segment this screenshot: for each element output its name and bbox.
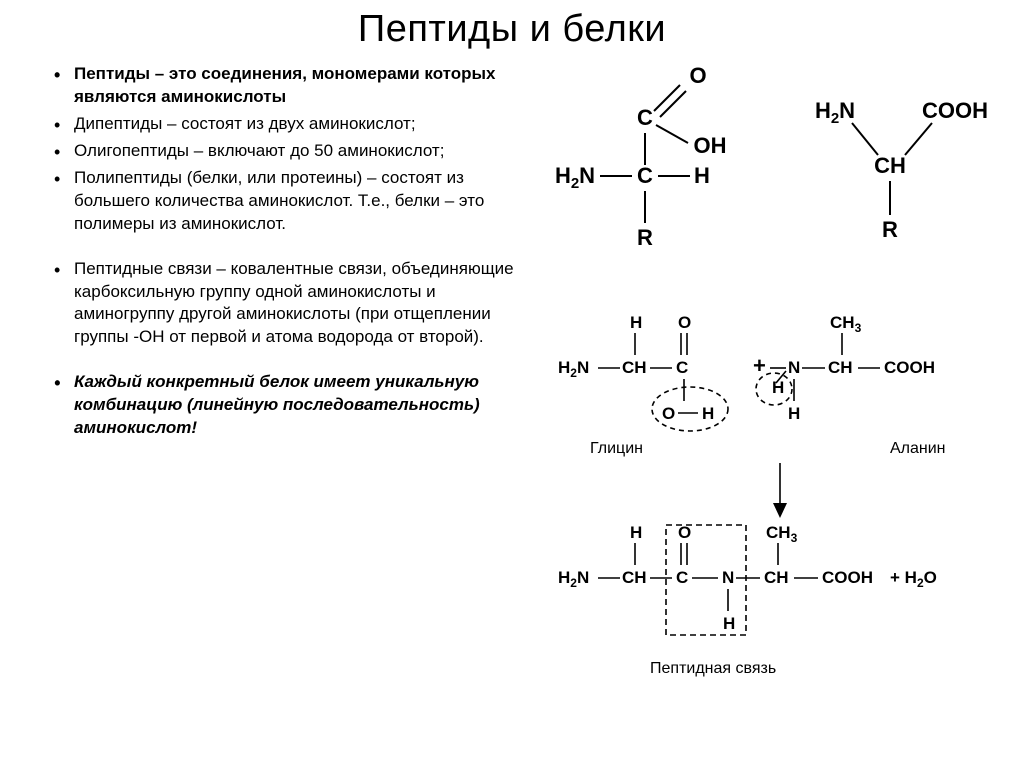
svg-text:H2N: H2N <box>815 98 855 127</box>
peptide-bond-label: Пептидная связь <box>650 660 776 677</box>
svg-text:CH: CH <box>764 568 789 587</box>
svg-text:C: C <box>637 163 653 188</box>
glycine-label: Глицин <box>590 440 643 457</box>
bullet-column: Пептиды – это соединения, мономерами кот… <box>20 63 530 698</box>
page-title: Пептиды и белки <box>20 8 1004 51</box>
bullet-2: Дипептиды – состоят из двух аминокислот; <box>50 113 530 136</box>
svg-text:O: O <box>662 404 675 423</box>
svg-text:H: H <box>702 404 714 423</box>
svg-text:H: H <box>694 163 710 188</box>
svg-text:COOH: COOH <box>922 98 988 123</box>
svg-text:H2N: H2N <box>555 163 595 192</box>
svg-text:H: H <box>630 313 642 332</box>
svg-text:OH: OH <box>694 133 727 158</box>
svg-text:CH3: CH3 <box>830 313 862 335</box>
bullet-1: Пептиды – это соединения, мономерами кот… <box>50 63 530 109</box>
svg-text:+: + <box>753 353 766 378</box>
svg-text:R: R <box>882 217 898 242</box>
svg-text:C: C <box>676 568 688 587</box>
svg-text:H2N: H2N <box>558 568 589 590</box>
svg-text:CH: CH <box>622 358 647 377</box>
svg-text:R: R <box>637 225 653 250</box>
svg-text:O: O <box>678 313 691 332</box>
svg-text:H2N: H2N <box>558 358 589 380</box>
bullet-4: Полипептиды (белки, или протеины) – сост… <box>50 167 530 236</box>
amino-acid-formulas: C C O OH H2N H <box>550 63 990 263</box>
svg-text:COOH: COOH <box>822 568 873 587</box>
bullet-6: Каждый конкретный белок имеет уникальную… <box>50 371 530 440</box>
svg-text:C: C <box>676 358 688 377</box>
svg-text:H: H <box>723 614 735 633</box>
svg-text:H: H <box>788 404 800 423</box>
svg-text:CH: CH <box>828 358 853 377</box>
bullet-3: Олигопептиды – включают до 50 аминокисло… <box>50 140 530 163</box>
svg-text:CH: CH <box>874 153 906 178</box>
amino-acid-left: C C O OH H2N H <box>550 63 740 263</box>
svg-text:H: H <box>630 523 642 542</box>
svg-text:C: C <box>637 105 653 130</box>
peptide-reaction: H2N CH H C O O H + <box>550 293 1010 693</box>
svg-text:N: N <box>722 568 734 587</box>
svg-text:CH3: CH3 <box>766 523 798 545</box>
svg-text:CH: CH <box>622 568 647 587</box>
svg-text:+ H2O: + H2O <box>890 568 937 590</box>
bullet-5: Пептидные связи – ковалентные связи, объ… <box>50 258 530 350</box>
diagram-column: C C O OH H2N H <box>550 63 990 698</box>
amino-acid-right: CH H2N COOH R <box>800 63 990 263</box>
svg-text:O: O <box>689 63 706 88</box>
svg-text:O: O <box>678 523 691 542</box>
content-wrap: Пептиды – это соединения, мономерами кот… <box>20 63 1004 698</box>
svg-text:COOH: COOH <box>884 358 935 377</box>
svg-text:N: N <box>788 358 800 377</box>
alanine-label: Аланин <box>890 440 946 457</box>
